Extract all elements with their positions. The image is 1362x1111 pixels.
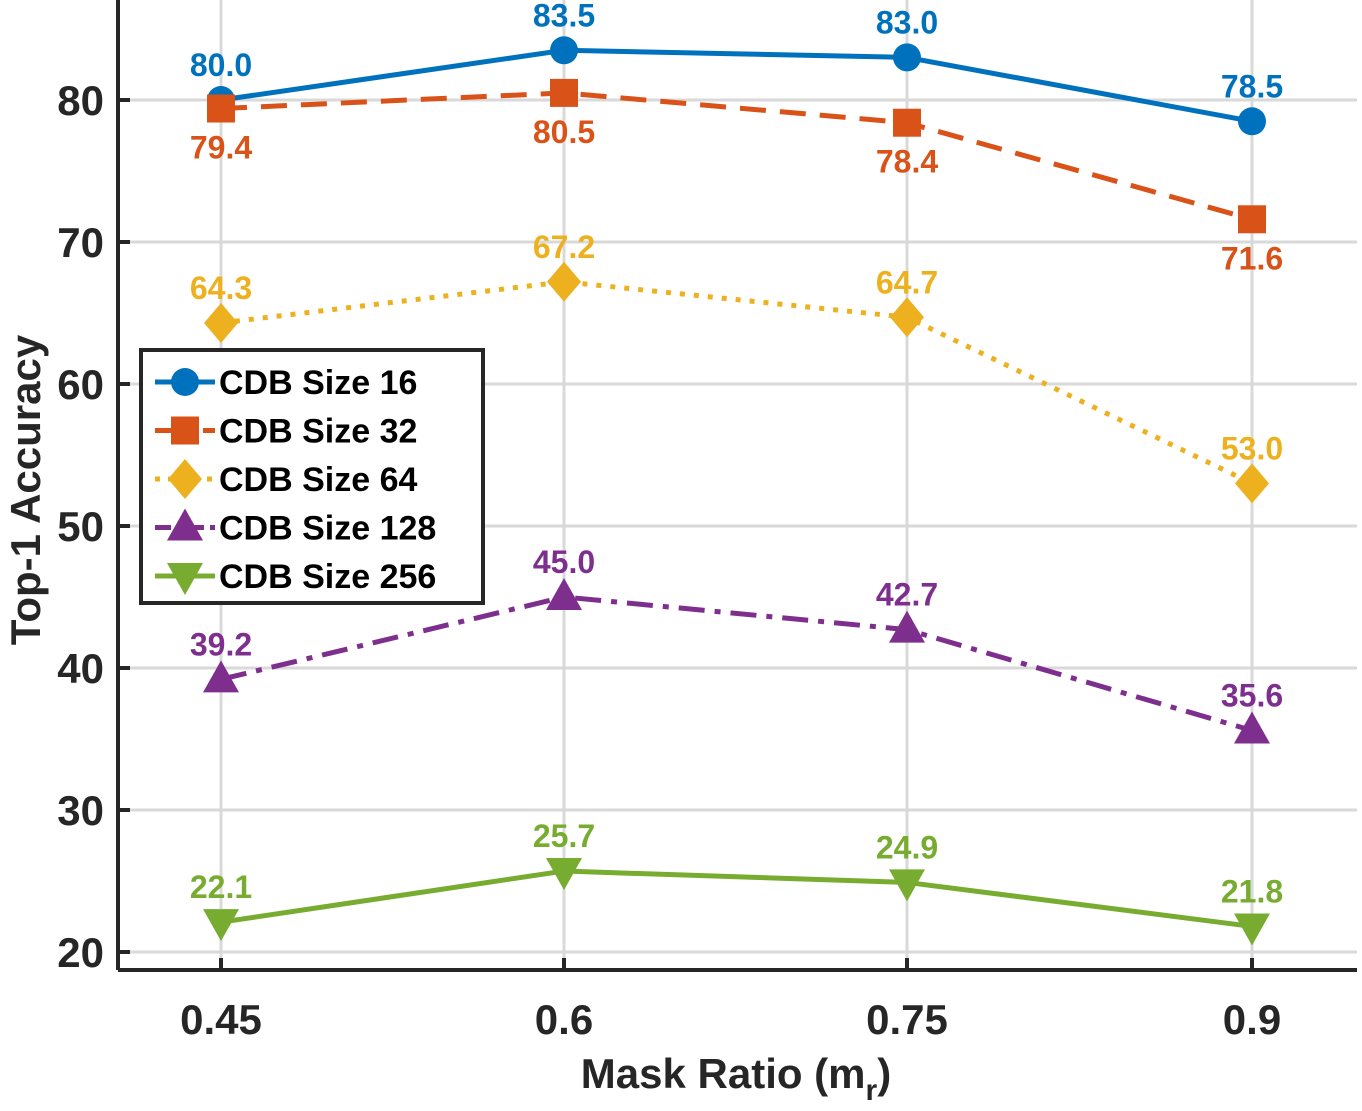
series-line: [220, 47, 1253, 124]
data-label: 64.3: [190, 270, 252, 306]
data-point: [1234, 711, 1270, 744]
data-point: [890, 297, 924, 338]
legend-marker: [171, 368, 199, 396]
legend-entry-3: CDB Size 64: [155, 459, 417, 499]
data-label: 71.6: [1221, 240, 1283, 276]
legend-entry-1: CDB Size 16: [155, 364, 417, 402]
series-1: [207, 36, 1266, 136]
data-point: [547, 261, 581, 302]
legend[interactable]: CDB Size 16 CDB Size 32 CDB Size 64 CDB Siz…: [139, 348, 485, 605]
data-point: [889, 869, 925, 902]
y-tick-label: 20: [57, 929, 104, 976]
series-line: [220, 594, 1253, 733]
x-axis-title-main: Mask Ratio (m: [581, 1050, 866, 1097]
data-label: 24.9: [876, 829, 938, 865]
legend-label: CDB Size 16: [219, 364, 417, 402]
x-tick-label: 0.75: [866, 996, 948, 1043]
series-5: [203, 858, 1270, 946]
x-axis-title-close: ): [877, 1050, 891, 1097]
legend-entry-2: CDB Size 32: [155, 413, 417, 451]
y-tick-label: 70: [57, 219, 104, 266]
data-label: 35.6: [1221, 677, 1283, 713]
legend-label: CDB Size 128: [219, 510, 436, 548]
legend-label: CDB Size 256: [219, 558, 436, 596]
data-point: [207, 94, 235, 123]
data-point: [893, 108, 921, 137]
x-tick-label: 0.45: [180, 996, 262, 1043]
data-label: 22.1: [190, 869, 252, 905]
axes: 20 30 40 50 60 70 80 0.45 0.6 0.75 0.9: [57, 0, 1357, 1043]
data-point: [1234, 913, 1270, 946]
data-label: 45.0: [533, 544, 595, 580]
data-label: 25.7: [533, 818, 595, 854]
data-label: 80.5: [533, 114, 595, 150]
data-point: [1235, 463, 1269, 504]
legend-entry-5: CDB Size 256: [155, 558, 436, 596]
legend-label: CDB Size 32: [219, 413, 417, 451]
data-point: [546, 858, 582, 891]
data-label: 39.2: [190, 626, 252, 662]
series-2: [207, 78, 1266, 234]
y-tick-label: 50: [57, 503, 104, 550]
series-line: [220, 868, 1253, 929]
data-point: [1238, 205, 1266, 234]
data-label: 67.2: [533, 229, 595, 265]
data-point: [889, 610, 925, 643]
data-label: 42.7: [876, 577, 938, 613]
data-label: 79.4: [190, 130, 252, 166]
legend-marker: [167, 563, 203, 595]
y-tick-label: 30: [57, 787, 104, 834]
data-point: [893, 43, 921, 72]
series-line: [220, 279, 1254, 486]
y-tick-label: 80: [57, 77, 104, 124]
data-point: [546, 578, 582, 610]
y-tick-label: 40: [57, 645, 104, 692]
data-label: 78.4: [876, 144, 938, 180]
x-tick-label: 0.6: [535, 996, 593, 1043]
legend-entry-4: CDB Size 128: [155, 508, 436, 548]
series-line: [220, 90, 1253, 222]
data-label: 80.0: [190, 47, 252, 83]
data-label: 83.5: [533, 0, 595, 33]
data-labels: 80.0 83.5 83.0 78.5 79.4 80.5 78.4 71.6 64.3 67.2…: [190, 0, 1283, 909]
legend-marker: [167, 508, 203, 541]
data-point: [203, 909, 239, 942]
data-label: 21.8: [1221, 873, 1283, 909]
data-point: [204, 302, 238, 343]
data-point: [550, 78, 578, 107]
legend-marker: [171, 416, 199, 445]
series-4: [203, 578, 1270, 744]
y-axis-title: Top-1 Accuracy: [2, 334, 49, 645]
legend-label: CDB Size 64: [219, 461, 417, 499]
series-3: [204, 261, 1269, 504]
data-label: 64.7: [876, 264, 938, 300]
data-label: 78.5: [1221, 68, 1283, 104]
y-tick-label: 60: [57, 361, 104, 408]
data-point: [1238, 107, 1266, 136]
x-axis-title-subscript: r: [866, 1074, 878, 1107]
x-tick-label: 0.9: [1223, 996, 1281, 1043]
grid: [118, 0, 1357, 970]
x-axis-title: Mask Ratio (mr): [581, 1050, 891, 1107]
data-point: [203, 660, 239, 693]
data-label: 53.0: [1221, 430, 1283, 466]
series-group: [203, 36, 1270, 946]
legend-marker: [168, 459, 202, 499]
data-label: 83.0: [876, 4, 938, 40]
data-point: [550, 36, 578, 65]
